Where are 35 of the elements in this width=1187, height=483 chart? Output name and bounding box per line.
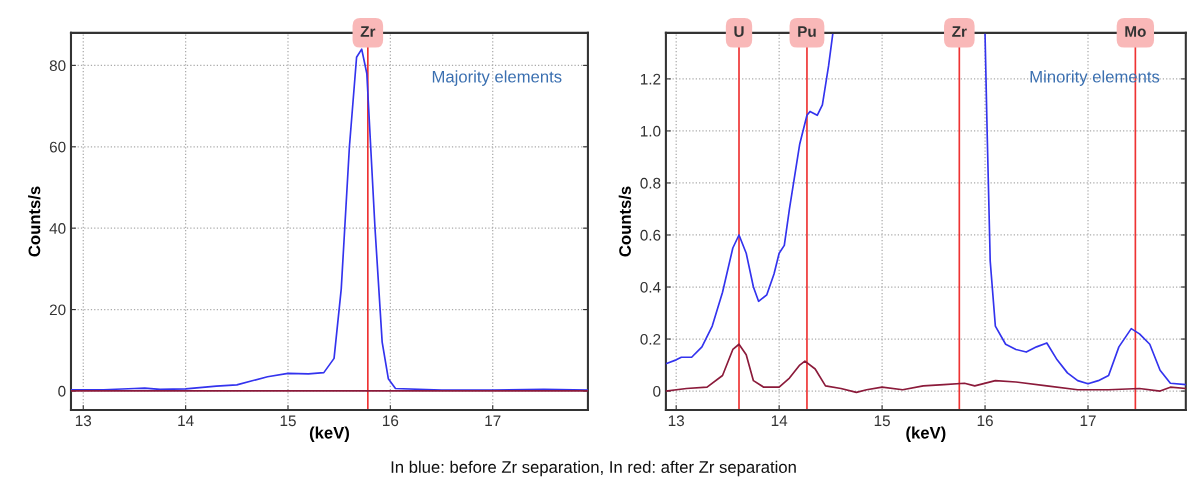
y-tick-label: 60	[49, 141, 66, 153]
y-tick-label: 0.6	[640, 229, 661, 241]
ref-line-label: U	[734, 26, 744, 37]
x-tick-label: 16	[383, 415, 399, 427]
x-tick-label: 14	[178, 415, 194, 426]
y-tick-label: 0.2	[640, 333, 661, 345]
y-axis-title: Counts/s	[28, 186, 41, 257]
x-tick-label: 16	[977, 415, 993, 427]
y-tick-label: 0	[653, 385, 661, 397]
ref-line-label: Pu	[798, 26, 816, 37]
y-tick-label: 1.0	[640, 125, 661, 137]
ref-line-label: Zr	[360, 26, 376, 37]
x-tick-label: 15	[874, 415, 890, 427]
y-tick-label: 1.2	[640, 73, 661, 85]
x-tick-label: 15	[280, 415, 296, 427]
y-tick-label: 0	[58, 385, 66, 397]
y-tick-label: 0.8	[640, 177, 661, 189]
x-tick-label: 14	[771, 415, 788, 426]
y-tick-label: 80	[49, 60, 66, 72]
line-series	[70, 48, 588, 391]
x-tick-label: 13	[75, 415, 92, 427]
x-tick-label: 17	[1080, 415, 1096, 426]
annotation: Majority elements	[432, 70, 562, 86]
ref-line-label: Zr	[952, 26, 967, 37]
x-axis-title: (keV)	[309, 426, 349, 442]
text: In blue: before Zr separation, In red: after Zr separation	[391, 460, 796, 477]
y-tick-label: 0.4	[640, 281, 661, 293]
line-series	[665, 343, 1186, 394]
y-tick-label: 40	[49, 223, 66, 234]
y-tick-label: 20	[49, 304, 66, 316]
x-tick-label: 13	[668, 415, 685, 427]
x-axis-title: (keV)	[906, 426, 946, 442]
x-tick-label: 17	[485, 415, 501, 426]
y-axis-title: Counts/s	[618, 186, 632, 257]
ref-line-label: Mo	[1125, 26, 1146, 37]
